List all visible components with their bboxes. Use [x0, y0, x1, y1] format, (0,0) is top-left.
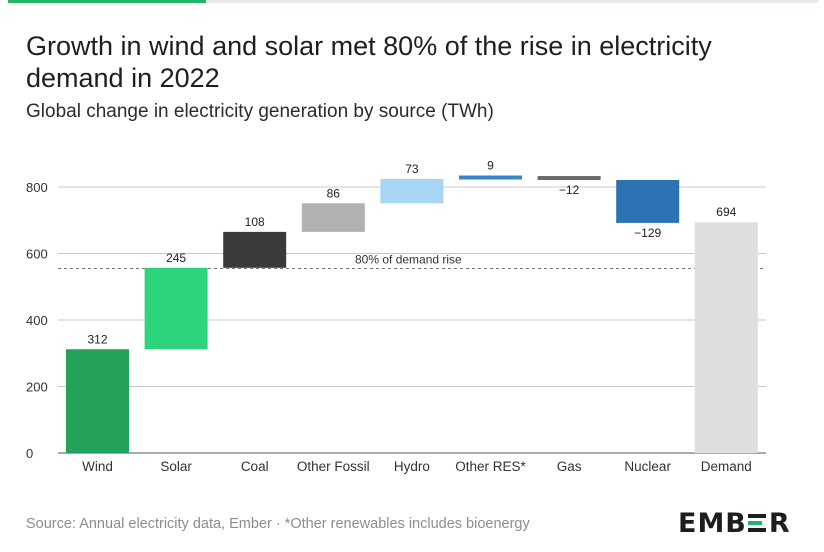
bar-hydro	[380, 179, 444, 204]
bar-other-fossil	[301, 203, 365, 232]
bar-gas	[537, 176, 601, 181]
waterfall-chart: 0 200 400 600 800 80% of demand rise 312 Wind 24…	[26, 159, 766, 474]
bar-solar	[144, 267, 208, 350]
y-tick-label: 200	[26, 380, 48, 395]
data-label: 245	[166, 251, 186, 265]
y-tick-label: 400	[26, 313, 48, 328]
data-label: −12	[559, 183, 580, 197]
data-label: 108	[245, 215, 265, 229]
source-note: Source: Annual electricity data, Ember ·…	[26, 516, 530, 532]
x-tick-label: Coal	[241, 459, 269, 474]
x-tick-label: Solar	[160, 459, 192, 474]
top-divider	[8, 0, 818, 3]
data-label: 73	[405, 162, 419, 176]
y-tick-label: 800	[26, 180, 48, 195]
x-tick-label: Wind	[82, 459, 113, 474]
bar-other-res-	[459, 175, 522, 180]
top-accent-bar	[8, 0, 206, 3]
y-tick-label: 600	[26, 247, 48, 262]
x-tick-label: Hydro	[394, 459, 430, 474]
x-tick-label: Other Fossil	[297, 459, 370, 474]
x-tick-label: Nuclear	[624, 459, 671, 474]
chart-subtitle: Global change in electricity generation …	[26, 101, 494, 122]
data-label: 9	[487, 159, 494, 173]
x-tick-label: Gas	[557, 459, 582, 474]
data-label: 312	[87, 332, 107, 346]
y-tick-label: 0	[26, 446, 33, 461]
bar-coal	[223, 231, 287, 268]
data-label: 86	[327, 186, 341, 200]
logo-text-start: EMB	[678, 508, 747, 539]
bar-nuclear	[616, 180, 680, 223]
bar-demand	[694, 222, 758, 453]
reference-line-label: 80% of demand rise	[355, 252, 462, 266]
chart-title: Growth in wind and solar met 80% of the …	[26, 31, 712, 93]
x-tick-label: Other RES*	[455, 459, 526, 474]
x-tick-label: Demand	[701, 459, 752, 474]
logo-e-mark	[747, 512, 768, 534]
bar-wind	[66, 349, 129, 453]
logo-text-end: R	[768, 508, 791, 539]
data-label: −129	[634, 226, 661, 240]
ember-logo: EMB R	[678, 508, 791, 539]
data-label: 694	[716, 205, 736, 219]
